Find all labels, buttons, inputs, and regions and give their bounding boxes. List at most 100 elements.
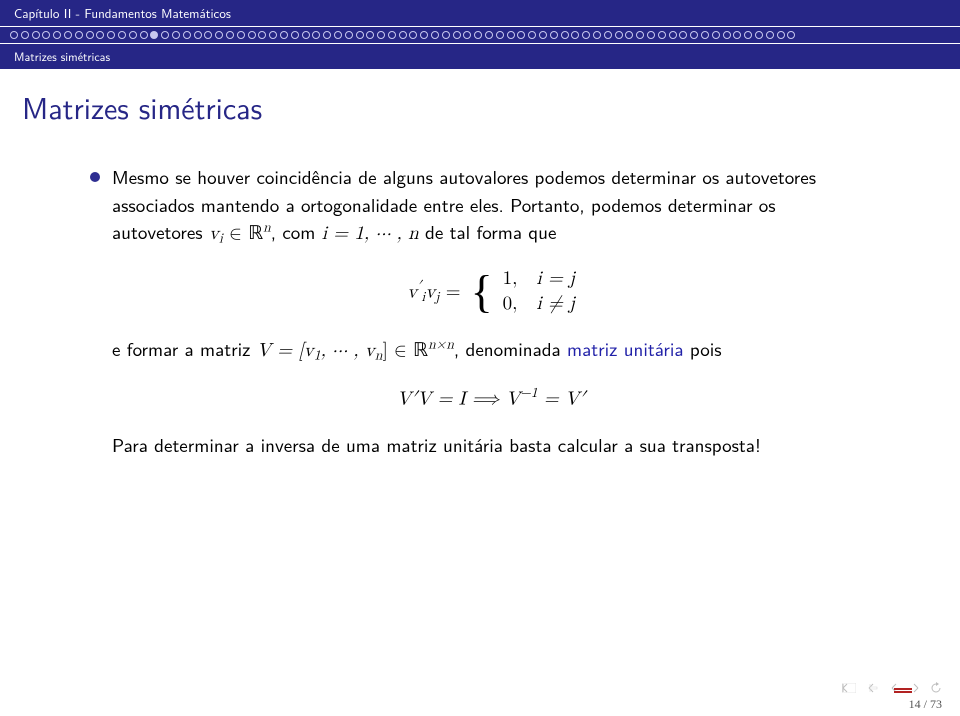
p3: Para determinar a inversa de uma matriz … bbox=[112, 430, 761, 458]
bullet-icon bbox=[90, 172, 100, 182]
progress-dot[interactable] bbox=[528, 31, 536, 39]
progress-dot[interactable] bbox=[140, 31, 148, 39]
math-vi: vi ∈ ℝn bbox=[209, 224, 271, 243]
progress-dot[interactable] bbox=[474, 31, 482, 39]
progress-dot[interactable] bbox=[204, 31, 212, 39]
progress-dot[interactable] bbox=[194, 31, 202, 39]
progress-dot[interactable] bbox=[777, 31, 785, 39]
section-header: Matrizes simétricas bbox=[0, 44, 960, 69]
nav-controls bbox=[842, 682, 942, 694]
progress-dot[interactable] bbox=[53, 31, 61, 39]
progress-dot[interactable] bbox=[312, 31, 320, 39]
progress-dot[interactable] bbox=[723, 31, 731, 39]
progress-dot[interactable] bbox=[787, 31, 795, 39]
progress-dot[interactable] bbox=[755, 31, 763, 39]
progress-dot[interactable] bbox=[248, 31, 256, 39]
page-number: 14 / 73 bbox=[909, 697, 942, 712]
content: Mesmo se houver coincidência de alguns a… bbox=[112, 163, 870, 459]
slide-body: Mesmo se houver coincidência de alguns a… bbox=[0, 133, 960, 459]
progress-dot[interactable] bbox=[10, 31, 18, 39]
chapter-header: Capítulo II - Fundamentos Matemáticos bbox=[0, 0, 960, 27]
progress-dot[interactable] bbox=[485, 31, 493, 39]
progress-dot[interactable] bbox=[107, 31, 115, 39]
progress-dot[interactable] bbox=[377, 31, 385, 39]
progress-dot[interactable] bbox=[269, 31, 277, 39]
progress-dot[interactable] bbox=[571, 31, 579, 39]
progress-dot[interactable] bbox=[539, 31, 547, 39]
progress-dot[interactable] bbox=[42, 31, 50, 39]
progress-dot[interactable] bbox=[604, 31, 612, 39]
progress-dot[interactable] bbox=[32, 31, 40, 39]
progress-dot[interactable] bbox=[366, 31, 374, 39]
progress-dot[interactable] bbox=[701, 31, 709, 39]
accent-line-2 bbox=[894, 691, 912, 693]
progress-dot[interactable] bbox=[636, 31, 644, 39]
progress-dot[interactable] bbox=[658, 31, 666, 39]
progress-dot[interactable] bbox=[75, 31, 83, 39]
title-bar: Matrizes simétricas bbox=[0, 69, 960, 133]
progress-bar bbox=[0, 27, 960, 44]
progress-dot[interactable] bbox=[150, 31, 158, 39]
term-highlight: matriz unitária bbox=[567, 334, 684, 362]
progress-dot[interactable] bbox=[21, 31, 29, 39]
nav-prev-icon[interactable] bbox=[866, 683, 880, 693]
progress-dot[interactable] bbox=[463, 31, 471, 39]
progress-dot[interactable] bbox=[215, 31, 223, 39]
progress-dot[interactable] bbox=[258, 31, 266, 39]
p2b: , denominada bbox=[454, 334, 567, 362]
progress-dot[interactable] bbox=[582, 31, 590, 39]
progress-dot[interactable] bbox=[669, 31, 677, 39]
progress-dot[interactable] bbox=[172, 31, 180, 39]
progress-dot[interactable] bbox=[334, 31, 342, 39]
progress-dot[interactable] bbox=[561, 31, 569, 39]
progress-dot[interactable] bbox=[323, 31, 331, 39]
progress-dot[interactable] bbox=[766, 31, 774, 39]
slide: Capítulo II - Fundamentos Matemáticos Ma… bbox=[0, 0, 960, 716]
progress-dot[interactable] bbox=[431, 31, 439, 39]
progress-dot[interactable] bbox=[517, 31, 525, 39]
progress-dot[interactable] bbox=[550, 31, 558, 39]
progress-dot[interactable] bbox=[593, 31, 601, 39]
progress-dot[interactable] bbox=[420, 31, 428, 39]
progress-dot[interactable] bbox=[64, 31, 72, 39]
progress-dot[interactable] bbox=[291, 31, 299, 39]
progress-dot[interactable] bbox=[679, 31, 687, 39]
progress-dot[interactable] bbox=[226, 31, 234, 39]
progress-dot[interactable] bbox=[625, 31, 633, 39]
progress-dot[interactable] bbox=[388, 31, 396, 39]
nav-first-icon[interactable] bbox=[842, 683, 856, 693]
progress-dot[interactable] bbox=[399, 31, 407, 39]
progress-dot[interactable] bbox=[507, 31, 515, 39]
progress-dot[interactable] bbox=[690, 31, 698, 39]
math-range: i = 1, ⋯ , n bbox=[322, 224, 419, 243]
progress-dot[interactable] bbox=[129, 31, 137, 39]
progress-dot[interactable] bbox=[237, 31, 245, 39]
progress-dot[interactable] bbox=[96, 31, 104, 39]
bullet-item: Mesmo se houver coincidência de alguns a… bbox=[90, 163, 870, 459]
progress-dot[interactable] bbox=[280, 31, 288, 39]
progress-dot[interactable] bbox=[161, 31, 169, 39]
progress-dot[interactable] bbox=[712, 31, 720, 39]
progress-dot[interactable] bbox=[733, 31, 741, 39]
p2d: pois bbox=[684, 334, 722, 362]
p1b: , com bbox=[271, 217, 322, 245]
progress-dot[interactable] bbox=[615, 31, 623, 39]
chapter-title: Capítulo II - Fundamentos Matemáticos bbox=[14, 4, 231, 23]
p1c: de tal forma que bbox=[419, 217, 557, 245]
progress-dot[interactable] bbox=[302, 31, 310, 39]
progress-dot[interactable] bbox=[118, 31, 126, 39]
progress-dot[interactable] bbox=[647, 31, 655, 39]
nav-refresh-icon[interactable] bbox=[930, 682, 942, 694]
progress-dot[interactable] bbox=[744, 31, 752, 39]
progress-dot[interactable] bbox=[496, 31, 504, 39]
progress-dot[interactable] bbox=[183, 31, 191, 39]
progress-dot[interactable] bbox=[442, 31, 450, 39]
progress-dot[interactable] bbox=[86, 31, 94, 39]
progress-dot[interactable] bbox=[453, 31, 461, 39]
accent-line-1 bbox=[894, 688, 912, 690]
equation-2: V′V = I ⟹ V−1 = V′ bbox=[112, 384, 870, 413]
progress-dot[interactable] bbox=[356, 31, 364, 39]
progress-dot[interactable] bbox=[345, 31, 353, 39]
progress-dot[interactable] bbox=[409, 31, 417, 39]
section-title: Matrizes simétricas bbox=[14, 47, 110, 65]
